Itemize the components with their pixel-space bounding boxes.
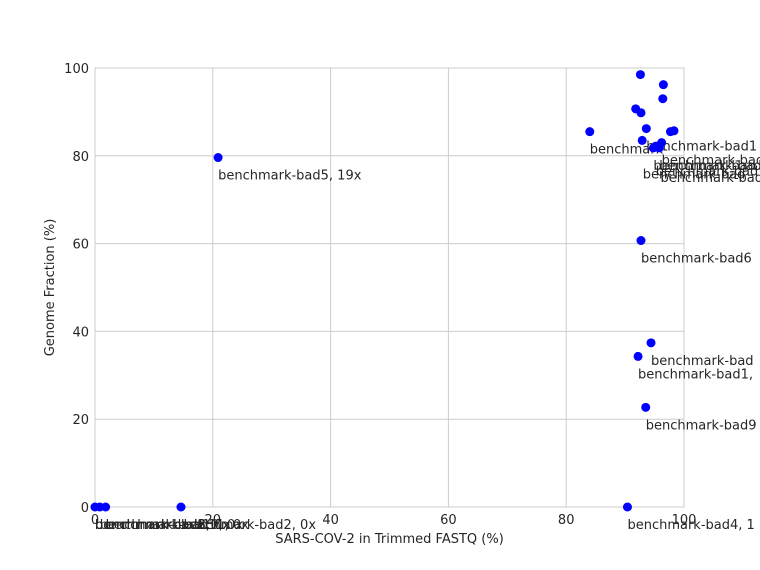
data-point bbox=[669, 126, 679, 136]
data-point bbox=[176, 502, 186, 512]
point-label: benchmark-bad4, 1 bbox=[627, 518, 754, 533]
point-label: benchmark-bad1, bbox=[638, 367, 753, 382]
point-label: benchmark-bad8, 0x bbox=[95, 518, 230, 533]
x-axis-label: SARS-COV-2 in Trimmed FASTQ (%) bbox=[275, 532, 504, 547]
x-tick-label: 100 bbox=[672, 513, 697, 528]
data-point bbox=[651, 141, 661, 151]
y-tick-label: 100 bbox=[64, 62, 89, 77]
data-point bbox=[633, 351, 643, 361]
data-point bbox=[101, 502, 111, 512]
x-tick-label: 0 bbox=[91, 513, 99, 528]
y-tick-label: 60 bbox=[72, 238, 89, 253]
x-tick-label: 80 bbox=[558, 513, 575, 528]
y-tick-label: 80 bbox=[72, 150, 89, 165]
point-label: benchmark-bad10, 0x bbox=[100, 518, 244, 533]
data-point bbox=[636, 108, 646, 118]
point-label: benchmark-bad bbox=[660, 171, 760, 186]
point-label: benchmark-bad bbox=[643, 168, 746, 183]
point-label: benchmark-bad5, 19x bbox=[218, 169, 362, 184]
y-tick-label: 0 bbox=[81, 501, 89, 516]
data-point bbox=[641, 402, 651, 412]
point-label: benchmark-bad1 bbox=[646, 140, 757, 155]
data-point bbox=[213, 153, 223, 163]
data-point bbox=[658, 94, 668, 104]
data-point bbox=[637, 135, 647, 145]
point-label: benchmark-bad6 bbox=[641, 252, 752, 267]
data-points bbox=[90, 70, 679, 512]
data-point bbox=[646, 338, 656, 348]
grid bbox=[94, 67, 685, 508]
point-label: benchmark-bad bbox=[662, 154, 760, 169]
point-label: benchmark-bad bbox=[653, 159, 756, 174]
y-axis-label: Genome Fraction (%) bbox=[43, 219, 58, 357]
point-label: benchmark-bad2, 0x bbox=[95, 518, 230, 533]
point-label: benchmark-bad bbox=[656, 165, 759, 180]
point-label: benchmark-bad11, 0x bbox=[106, 518, 250, 533]
point-label: benchmark-bad2, 0x bbox=[181, 518, 316, 533]
tick-labels: 0 20 40 60 80 100 0 20 40 60 80 100 bbox=[64, 62, 696, 528]
point-label: benchmark-bad9 bbox=[646, 418, 757, 433]
point-label: benchmark-bad bbox=[651, 354, 754, 369]
data-point bbox=[585, 127, 595, 137]
y-tick-label: 20 bbox=[72, 413, 89, 428]
data-point bbox=[636, 236, 646, 246]
y-tick-label: 40 bbox=[72, 325, 89, 340]
x-tick-label: 20 bbox=[205, 513, 222, 528]
x-tick-label: 60 bbox=[440, 513, 457, 528]
data-point bbox=[641, 124, 651, 134]
data-point bbox=[658, 80, 668, 90]
point-label: benchmark- bbox=[590, 143, 668, 158]
plot-frame bbox=[94, 67, 685, 508]
data-point bbox=[635, 70, 645, 80]
data-point bbox=[622, 502, 632, 512]
x-tick-label: 40 bbox=[322, 513, 339, 528]
point-label: benchmark-bad3, 0x bbox=[95, 518, 230, 533]
point-label: benchmark-bad bbox=[659, 159, 760, 174]
